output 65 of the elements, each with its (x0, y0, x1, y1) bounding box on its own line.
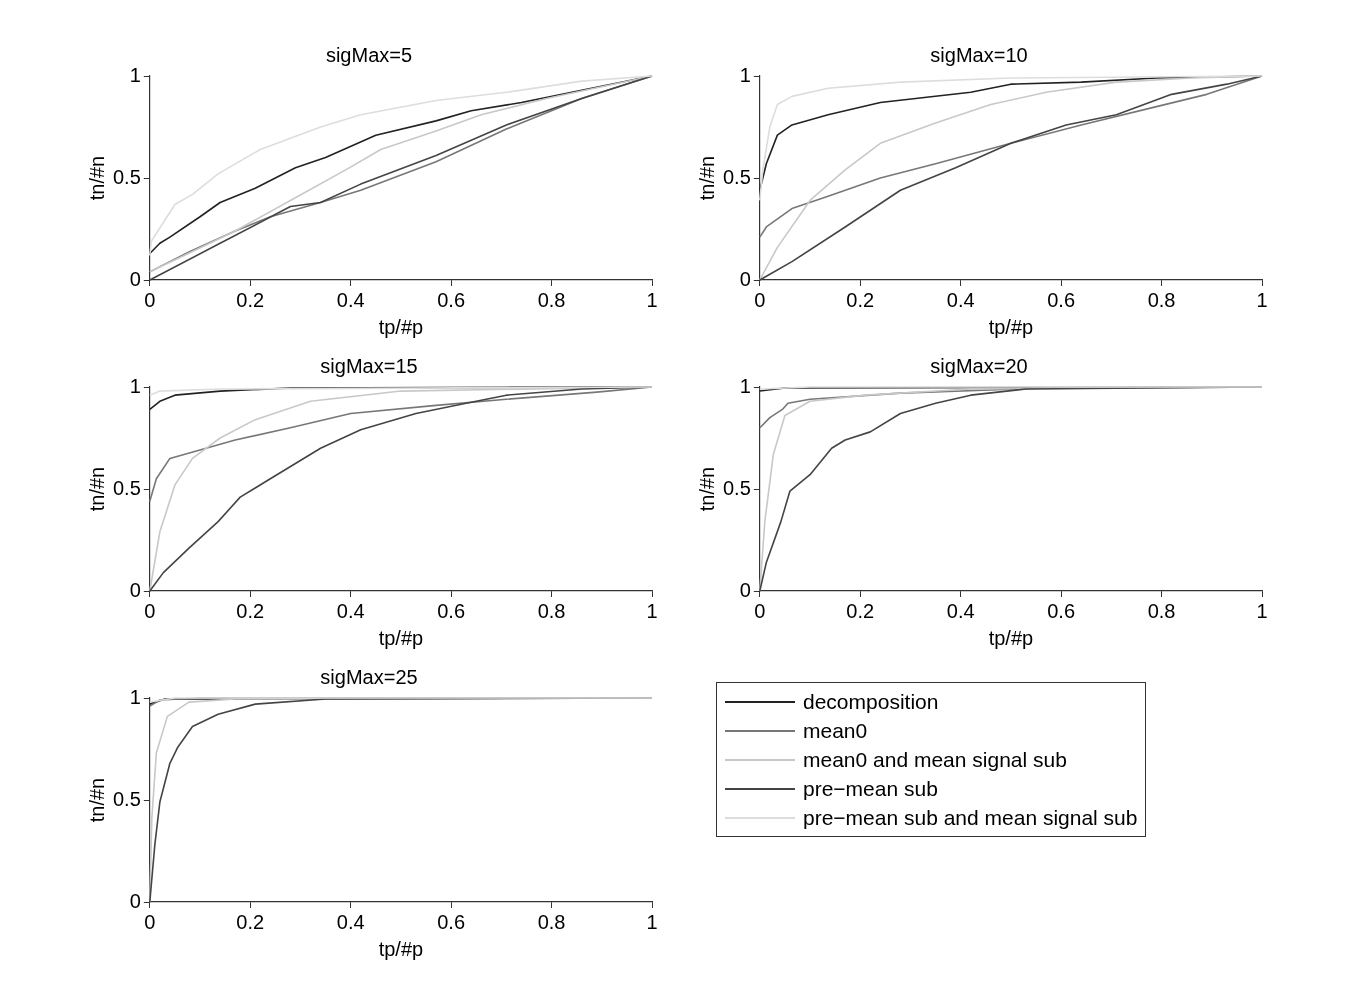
y-tick-label: 1 (129, 63, 141, 86)
x-axis-title: tp/#p (378, 626, 424, 649)
x-tick-label: 1 (646, 599, 658, 622)
y-tick-label: 1 (739, 374, 751, 397)
x-tick-label: 0.6 (1047, 599, 1076, 622)
y-tick-label: 1 (129, 685, 141, 708)
x-tick-label: 0 (144, 910, 156, 933)
y-tick-label: 0 (129, 267, 141, 290)
x-tick-label: 1 (646, 288, 658, 311)
x-axis-title: tp/#p (378, 937, 424, 960)
y-tick-label: 0 (129, 578, 141, 601)
x-tick-label: 0.6 (437, 910, 466, 933)
legend-label: decomposition (803, 689, 939, 714)
y-tick-label: 1 (739, 63, 751, 86)
legend-label: pre−mean sub (803, 776, 938, 801)
x-tick-label: 0.2 (236, 599, 265, 622)
y-axis-title: tn/#n (85, 777, 108, 823)
x-axis-title: tp/#p (378, 315, 424, 338)
y-tick-label: 0 (739, 267, 751, 290)
y-tick-label: 0.5 (722, 165, 751, 188)
x-tick-label: 0.8 (537, 288, 566, 311)
x-tick-label: 0.8 (1147, 288, 1176, 311)
y-tick-label: 0.5 (112, 165, 141, 188)
x-tick-label: 0.8 (1147, 599, 1176, 622)
x-tick-label: 0 (754, 288, 766, 311)
chart-title: sigMax=20 (930, 354, 1028, 377)
x-tick-label: 1 (1256, 288, 1268, 311)
legend-label: mean0 (803, 718, 868, 743)
y-axis-title: tn/#n (695, 466, 718, 512)
x-tick-label: 0 (144, 599, 156, 622)
x-tick-label: 0.6 (1047, 288, 1076, 311)
x-tick-label: 0.4 (946, 288, 975, 311)
y-tick-label: 0.5 (112, 476, 141, 499)
x-tick-label: 1 (646, 910, 658, 933)
legend-label: pre−mean sub and mean signal sub (803, 805, 1138, 830)
x-tick-label: 0.4 (946, 599, 975, 622)
chart-title: sigMax=15 (320, 354, 418, 377)
x-axis-title: tp/#p (988, 315, 1034, 338)
x-tick-label: 0.4 (336, 288, 365, 311)
x-tick-label: 0.4 (336, 910, 365, 933)
x-tick-label: 0.2 (236, 910, 265, 933)
x-tick-label: 0.2 (846, 288, 875, 311)
x-tick-label: 1 (1256, 599, 1268, 622)
y-tick-label: 0 (739, 578, 751, 601)
x-tick-label: 0.8 (537, 910, 566, 933)
x-tick-label: 0.6 (437, 599, 466, 622)
x-tick-label: 0.8 (537, 599, 566, 622)
chart-title: sigMax=10 (930, 43, 1028, 66)
x-tick-label: 0.2 (846, 599, 875, 622)
x-tick-label: 0 (144, 288, 156, 311)
y-axis-title: tn/#n (85, 466, 108, 512)
x-axis-title: tp/#p (988, 626, 1034, 649)
y-axis-title: tn/#n (695, 155, 718, 201)
y-axis-title: tn/#n (85, 155, 108, 201)
y-tick-label: 1 (129, 374, 141, 397)
x-tick-label: 0.2 (236, 288, 265, 311)
y-tick-label: 0 (129, 889, 141, 912)
x-tick-label: 0.4 (336, 599, 365, 622)
x-tick-label: 0.6 (437, 288, 466, 311)
y-tick-label: 0.5 (112, 787, 141, 810)
x-tick-label: 0 (754, 599, 766, 622)
chart-title: sigMax=25 (320, 665, 418, 688)
chart-title: sigMax=5 (325, 43, 413, 66)
y-tick-label: 0.5 (722, 476, 751, 499)
legend-label: mean0 and mean signal sub (803, 747, 1067, 772)
